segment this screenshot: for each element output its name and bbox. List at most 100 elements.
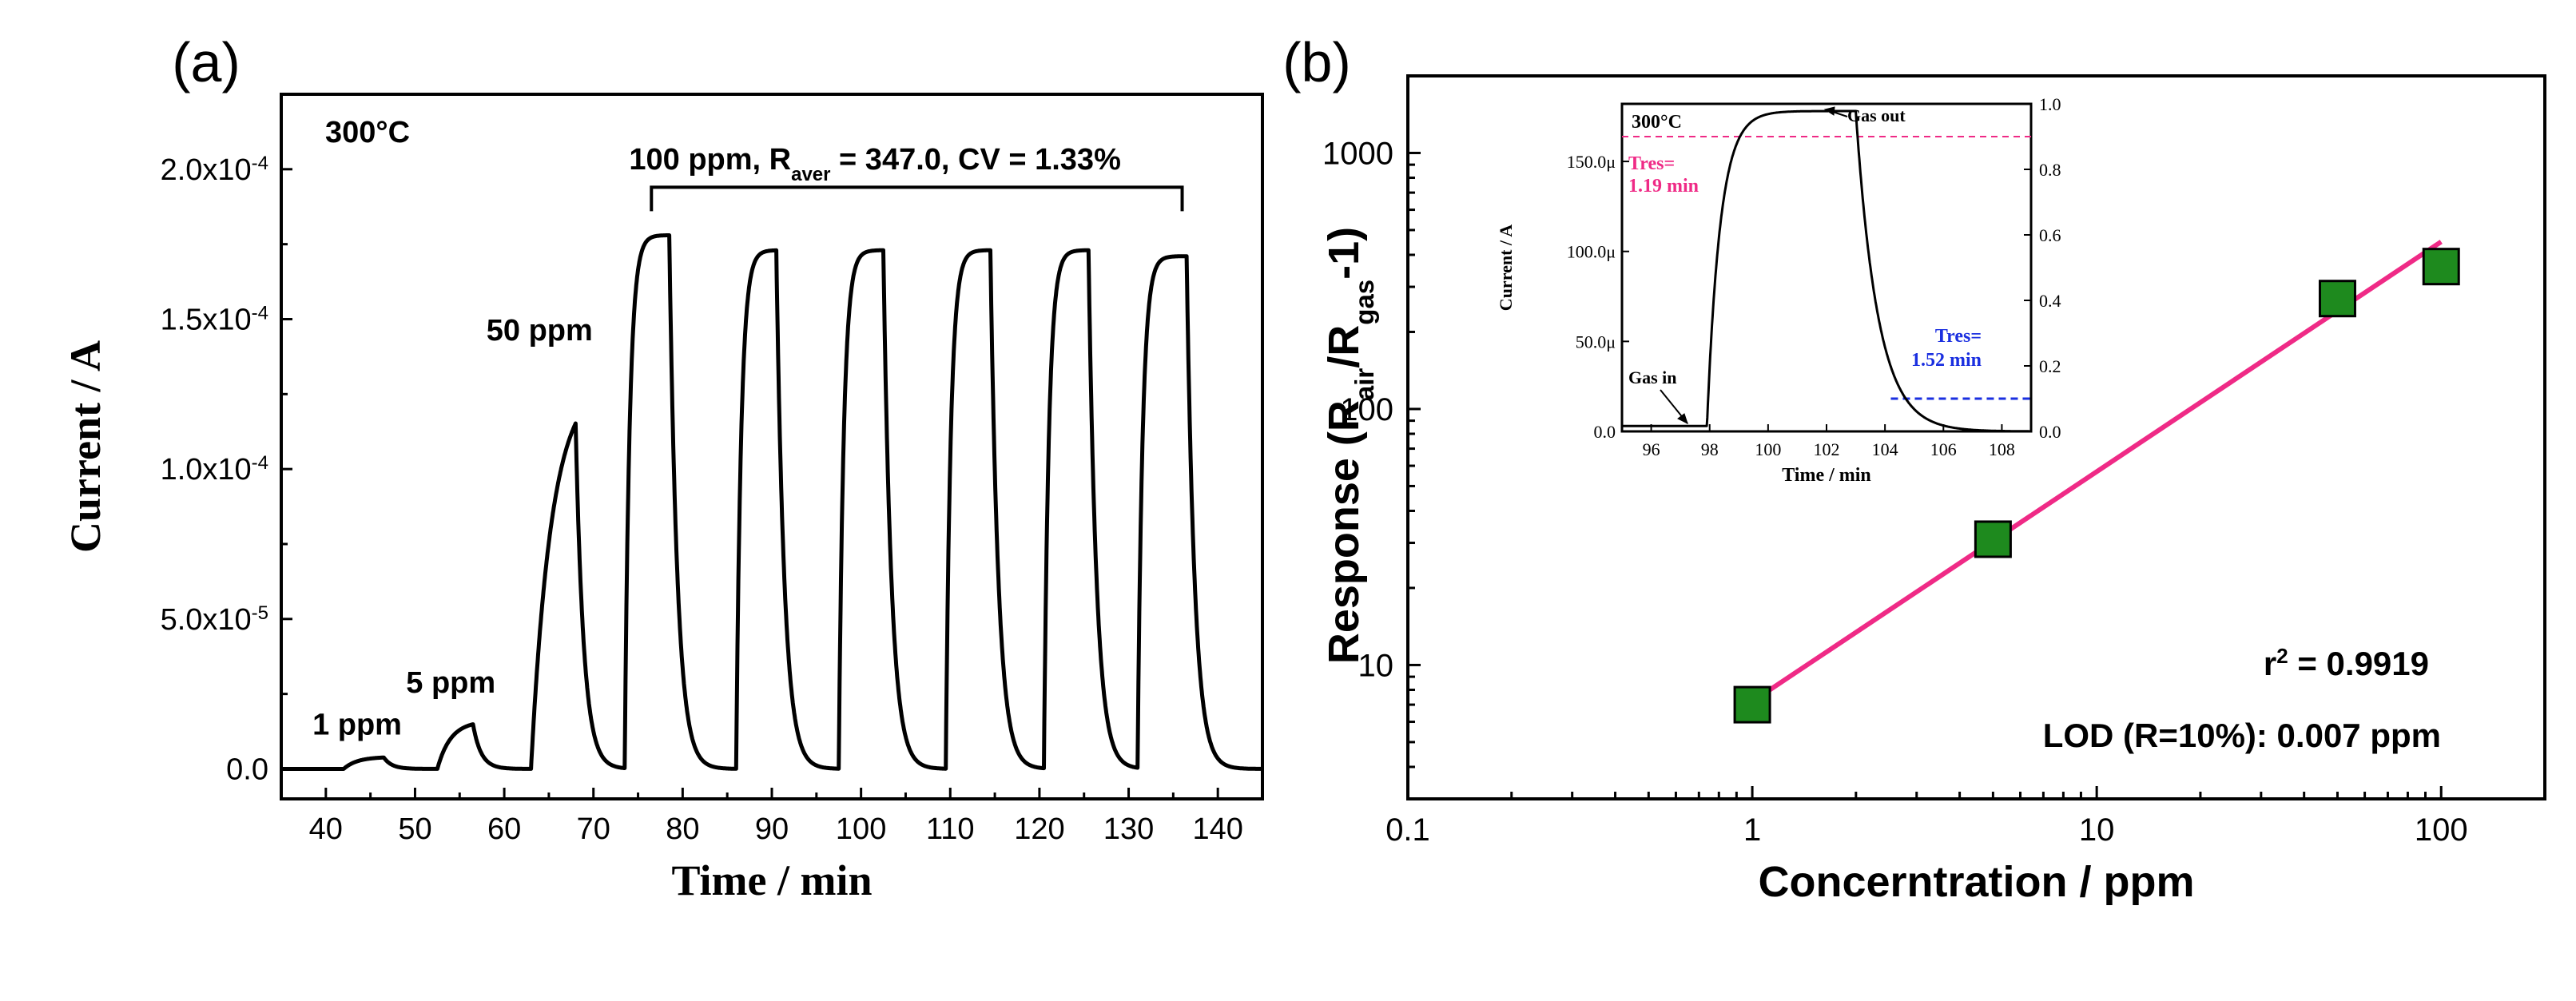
inset-x-label: Time / min [1782, 465, 1871, 486]
x-tick-label-part-0: 120 [1014, 812, 1064, 846]
x-tick-label: 10 [2079, 812, 2115, 848]
label-100ppm-part-1: aver [791, 163, 830, 185]
panel-label-part-0: (b) [1282, 31, 1351, 93]
x-tick-label: 90 [755, 812, 789, 846]
inset-y-tick-label-part-0: 150.0μ [1567, 152, 1616, 172]
label-5ppm-part-0: 5 ppm [406, 666, 495, 700]
r2-label-part-1: 2 [2276, 644, 2288, 668]
y-tick-label-part-1: -4 [252, 152, 268, 173]
y-axis-label-part-2: /R [1320, 325, 1368, 368]
x-tick-label: 1 [1743, 812, 1761, 848]
x-axis-label-part-0: Time / min [671, 856, 872, 904]
y-axis-label-part-0: Current / A [62, 340, 109, 553]
y-axis-label-part-4: -1) [1320, 227, 1368, 280]
inset-gas-out-label: Gas out [1847, 105, 1906, 125]
panel-label-part-0: (a) [172, 31, 241, 93]
x-tick-label: 120 [1014, 812, 1064, 846]
inset-y-tick-label-part-0: 100.0μ [1567, 242, 1616, 262]
fit-line [1751, 240, 2443, 704]
x-tick-label: 140 [1192, 812, 1242, 846]
inset-tres-label-1-part-0: Tres= [1628, 153, 1675, 174]
inset-x-tick-label-part-0: 106 [1930, 439, 1957, 459]
inset-temperature: 300°C [1632, 112, 1682, 133]
data-point [2318, 280, 2356, 318]
inset-frame [1620, 102, 2033, 433]
inset-x-tick-label-part-0: 102 [1814, 439, 1840, 459]
x-tick-label-part-0: 0.1 [1385, 812, 1430, 848]
inset-gas-in-label: Gas in [1628, 367, 1677, 387]
label-50ppm-part-0: 50 ppm [487, 314, 593, 348]
inset-x-label-part-0: Time / min [1782, 465, 1871, 486]
y-tick-label: 0.0 [226, 753, 268, 786]
inset-tres-label-2: Tres= [1935, 326, 1982, 347]
x-tick-label: 70 [577, 812, 610, 846]
y-axis-label-part-0: Response (R [1320, 400, 1368, 664]
y-tick-label: 1.5x10-4 [161, 302, 268, 337]
x-tick-label-part-0: 10 [2079, 812, 2115, 848]
inset-y-tick-label: 0.0 [1594, 422, 1616, 442]
x-tick-label-part-0: 100 [836, 812, 886, 846]
y-tick-label: 2.0x10-4 [161, 152, 268, 187]
inset-right-tick-label-part-0: 1.0 [2039, 94, 2061, 114]
inset-x-tick-label: 108 [1989, 439, 2015, 459]
x-tick-label: 40 [309, 812, 343, 846]
y-tick-label: 1.0x10-4 [161, 452, 268, 487]
inset-y-tick-label: 150.0μ [1567, 152, 1616, 172]
inset-y-label-part-0: Current / A [1496, 224, 1516, 311]
inset-x-tick-label-part-0: 96 [1643, 439, 1660, 459]
inset-gas-in-label-part-0: Gas in [1628, 367, 1677, 387]
lod-label: LOD (R=10%): 0.007 ppm [2043, 717, 2441, 754]
inset-y-tick-label: 100.0μ [1567, 242, 1616, 262]
y-tick-label-part-0: 0.0 [226, 753, 268, 786]
inset-right-tick-label: 0.8 [2039, 160, 2061, 180]
y-tick-label-part-0: 100 [1340, 392, 1393, 427]
label-1ppm: 1 ppm [312, 708, 402, 741]
inset-y-tick-label: 50.0μ [1576, 332, 1616, 352]
inset-y-tick-label-part-0: 0.0 [1594, 422, 1616, 442]
inset-x-tick-label: 96 [1643, 439, 1660, 459]
panel-a: 40 50 60 70 80 90 100 110 120 130 140 0.0 5.0x10-5 1.… [62, 31, 1264, 904]
inset-right-tick-label: 0.4 [2039, 291, 2061, 311]
label-100ppm-part-0: 100 ppm, R [629, 143, 791, 177]
inset-right-tick-label: 0.0 [2039, 422, 2061, 442]
x-tick-label: 50 [398, 812, 431, 846]
inset-tres-value-1-part-0: 1.19 min [1628, 176, 1699, 197]
lod-label-part-0: LOD (R=10%): 0.007 ppm [2043, 717, 2441, 754]
x-tick-label-part-0: 110 [926, 812, 975, 846]
inset-x-tick-label: 106 [1930, 439, 1957, 459]
inset-tres-label-1: Tres= [1628, 153, 1675, 174]
x-tick-label-part-0: 130 [1103, 812, 1154, 846]
r2-label-part-2: = 0.9919 [2288, 645, 2429, 682]
inset-x-tick-label-part-0: 98 [1701, 439, 1719, 459]
x-tick-label-part-0: 1 [1743, 812, 1761, 848]
y-tick-label-part-1: -5 [252, 602, 268, 623]
inset-gas-in-arrowhead [1677, 413, 1688, 424]
inset-gas-out-arrowhead [1823, 106, 1835, 116]
inset-right-tick-label: 0.2 [2039, 356, 2061, 376]
x-tick-label: 130 [1103, 812, 1154, 846]
label-100ppm: 100 ppm, Raver = 347.0, CV = 1.33% [629, 143, 1120, 185]
x-tick-label-part-0: 90 [755, 812, 789, 846]
inset-tres-value-2-part-0: 1.52 min [1911, 350, 1982, 371]
x-tick-label: 100 [2415, 812, 2468, 848]
y-tick-label: 1000 [1322, 136, 1393, 171]
y-tick-label: 10 [1358, 648, 1394, 683]
data-point [1733, 685, 1771, 724]
x-axis-label: Time / min [671, 856, 872, 904]
inset-right-tick-label-part-0: 0.2 [2039, 356, 2061, 376]
x-axis-label: Concerntration / ppm [1758, 858, 2194, 906]
y-tick-label-part-0: 1000 [1322, 136, 1393, 171]
inset-temperature-part-0: 300°C [1632, 112, 1682, 133]
r2-label: r2 = 0.9919 [2264, 644, 2429, 682]
panel-label: (b) [1282, 31, 1351, 93]
inset-y-label: Current / A [1496, 224, 1516, 311]
y-tick-label: 5.0x10-5 [161, 602, 268, 637]
y-tick-label-part-0: 1.5x10 [161, 303, 252, 336]
inset-tres-value-2: 1.52 min [1911, 350, 1982, 371]
x-tick-label-part-0: 50 [398, 812, 431, 846]
bracket-100ppm [650, 185, 1184, 212]
inset-x-tick-label: 102 [1814, 439, 1840, 459]
x-tick-label-part-0: 140 [1192, 812, 1242, 846]
y-axis-label-part-1: air [1350, 368, 1379, 401]
inset-right-tick-label-part-0: 0.8 [2039, 160, 2061, 180]
